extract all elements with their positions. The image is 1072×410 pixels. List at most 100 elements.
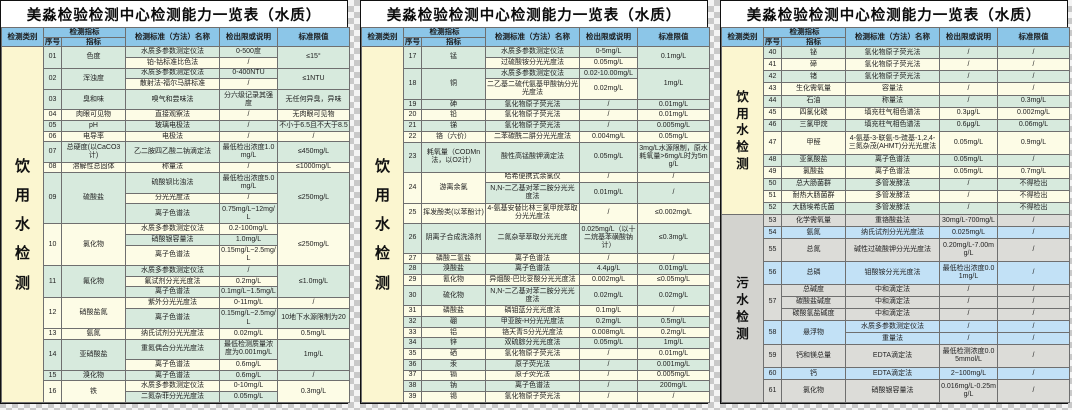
table-row: 39 锡氢化物原子荧光法 / / <box>362 391 710 403</box>
method-cell: 多管发酵法 <box>845 189 940 203</box>
table-row: 58 悬浮物 水质多参数测定仪法 / / <box>722 320 1070 346</box>
table-row: 36 汞原子荧光法/0.001mg/L <box>362 358 710 371</box>
detection-limit-cell: 0.02-10.00mg/L <box>579 67 638 80</box>
method-cell: 二氮杂菲萃取分光光度 <box>485 222 580 254</box>
header-cell: 检测标准（方法）名称 <box>125 26 220 48</box>
standard-limit-cell: ≤0.05mg/L <box>637 274 710 286</box>
method-cell: 离子色谱法 <box>125 286 220 299</box>
seq-cell: 39 <box>403 391 422 403</box>
indicator-cell: 铝 <box>421 326 486 339</box>
method-cell: 氢化物原子荧光法 <box>485 109 580 122</box>
standard-limit-cell: 不得检出 <box>997 189 1070 203</box>
header-cell: 序号 <box>763 36 782 48</box>
seq-cell: 23 <box>403 141 422 173</box>
method-cell: 离子色谱法 <box>845 153 940 167</box>
indicator-cell: 氟化物 <box>61 265 126 299</box>
detection-limit-cell: / <box>939 307 998 322</box>
category-cell: 污水检测 <box>721 214 764 403</box>
method-cell: 氢化物原子荧光法 <box>485 120 580 132</box>
method-cell: 二氮杂菲分光光度法 <box>125 391 220 403</box>
indicator-cell: 氨氮 <box>781 226 846 240</box>
table-row: 55 总氮 碱性过硫酸钾分光光度法 0.20mg/L-7.00mg/L / <box>722 238 1070 262</box>
standard-limit-cell: 0.9mg/L <box>997 130 1070 155</box>
method-cell: 散射法-福尔马肼标准 <box>125 78 220 91</box>
indicator-cell: 色度 <box>61 46 126 69</box>
method-cell: 多管发酵法 <box>845 201 940 216</box>
standard-limit-cell: 1mg/L <box>637 337 710 350</box>
standard-limit-cell: 0.002mg/L <box>997 106 1070 120</box>
seq-cell: 57 <box>763 283 782 322</box>
method-cell: 氟试剂分光光度法 <box>125 275 220 288</box>
detection-limit-cell: 0.1mg/L <box>579 305 638 317</box>
seq-cell: 48 <box>763 153 782 167</box>
method-cell: 称量法 <box>845 94 940 108</box>
table-row: 34 锌双硫腙分光光度法 0.05mg/L 1mg/L <box>362 337 710 350</box>
method-cell: 紫外分光光度法 <box>125 297 220 309</box>
method-cell: 中和滴定法 <box>845 307 940 322</box>
seq-cell: 13 <box>43 328 62 340</box>
detection-limit-cell: / <box>219 78 278 91</box>
category-cell: 饮用水检测 <box>1 46 44 403</box>
table-row: 26 阴离子合成洗涤剂 二氮杂菲萃取分光光度 0.025mg/L（以十二烷基苯磺酸钠计… <box>362 222 710 254</box>
detection-limit-cell: 0.02mg/L <box>579 78 638 100</box>
standard-limit-cell: 无肉眼可见物 <box>277 109 350 121</box>
detection-limit-cell: 0.20mg/L-7.00mg/L <box>939 238 998 262</box>
standard-limit-cell: / <box>637 171 710 184</box>
seq-cell: 56 <box>763 260 782 285</box>
method-cell: 水质多参数测定仪法 <box>125 380 220 393</box>
seq-cell: 19 <box>403 98 422 111</box>
seq-cell: 53 <box>763 213 782 228</box>
seq-cell: 47 <box>763 130 782 155</box>
indicator-cell: 总氮 <box>781 238 846 262</box>
indicator-cell: 耐热大肠菌群 <box>781 189 846 203</box>
detection-limit-cell: 0.05mg/L <box>939 153 998 167</box>
method-cell: 水质多参数测定仪法 <box>485 46 580 58</box>
method-cell: 纳氏试剂分光光度法 <box>845 226 940 240</box>
table-row: 19 砷氢化物原子荧光法/0.01mg/L <box>362 98 710 111</box>
header-cell: 指标 <box>61 36 126 48</box>
standard-limit-cell: / <box>997 82 1070 96</box>
detection-limit-cell: 最低检测浓度0.05mmol/L <box>939 344 998 368</box>
method-cell: N,N-二乙基对苯二胺分光光度法 <box>485 182 580 204</box>
category-vertical-label: 饮用水检测 <box>736 89 749 172</box>
seq-cell: 40 <box>763 46 782 60</box>
detection-limit-cell: 0.05mg/L <box>219 391 278 403</box>
table-row: 35 硒氢化物原子荧光法/0.01mg/L <box>362 348 710 360</box>
seq-cell: 20 <box>403 109 422 122</box>
indicator-cell: 氯酸盐 <box>781 165 846 179</box>
indicator-cell: 铬（六价） <box>421 130 486 143</box>
method-cell: 二苯碳酰二肼分光光度法 <box>485 130 580 143</box>
method-cell: 水质多参数测定仪法 <box>125 67 220 80</box>
standard-limit-cell: / <box>997 70 1070 84</box>
indicator-cell: 铅 <box>421 109 486 122</box>
method-cell: 容量法 <box>845 82 940 96</box>
detection-limit-cell: / <box>939 189 998 203</box>
seq-cell: 02 <box>43 67 62 91</box>
table-row: 15 溴化物 离子色谱法 0.6mg/L / <box>2 369 350 382</box>
standard-limit-cell: / <box>997 260 1070 285</box>
seq-cell: 54 <box>763 226 782 240</box>
table-row: 57 总碱度 中和滴定法 / / <box>722 283 1070 322</box>
method-cell: 玻璃电极法 <box>125 119 220 132</box>
standard-limit-cell: 0.5mg/L <box>277 328 350 340</box>
detection-limit-cell: / <box>219 192 278 205</box>
table-row: 05 pH 玻璃电极法 / 不小于6.5且不大于8.5 <box>2 119 350 132</box>
seq-cell: 42 <box>763 70 782 84</box>
detection-limit-cell: 0.15mg/L~2.5mg/L <box>219 307 278 330</box>
method-cell: 离子色谱法 <box>125 307 220 330</box>
seq-cell: 43 <box>763 82 782 96</box>
table-row: 13 氨氮 纳氏试剂分光光度法 0.02mg/L 0.5mg/L <box>2 328 350 340</box>
method-cell: 填充柱气相色谱法 <box>845 106 940 120</box>
table-row: 47 甲醛 4-氨基-3-联氨-5-巯基-1,2,4-三氮杂茂(AHMT)分光光度法… <box>722 130 1070 155</box>
table-row: 10 氯化物 水质多参数测定仪法 0.2-100mg/L ≤250mg/L <box>2 223 350 267</box>
standard-limit-cell: / <box>997 226 1070 240</box>
detection-limit-cell: / <box>939 94 998 108</box>
method-cell: 离子色谱法 <box>845 165 940 179</box>
table-row: 37 镉原子荧光法/0.005mg/L <box>362 369 710 382</box>
standard-limit-cell: 0.3mg/L <box>277 380 350 403</box>
seq-cell: 31 <box>403 305 422 317</box>
seq-cell: 14 <box>43 338 62 371</box>
seq-cell: 27 <box>403 252 422 265</box>
method-cell: 中和滴定法 <box>845 283 940 297</box>
standard-limit-cell: / <box>997 46 1070 60</box>
